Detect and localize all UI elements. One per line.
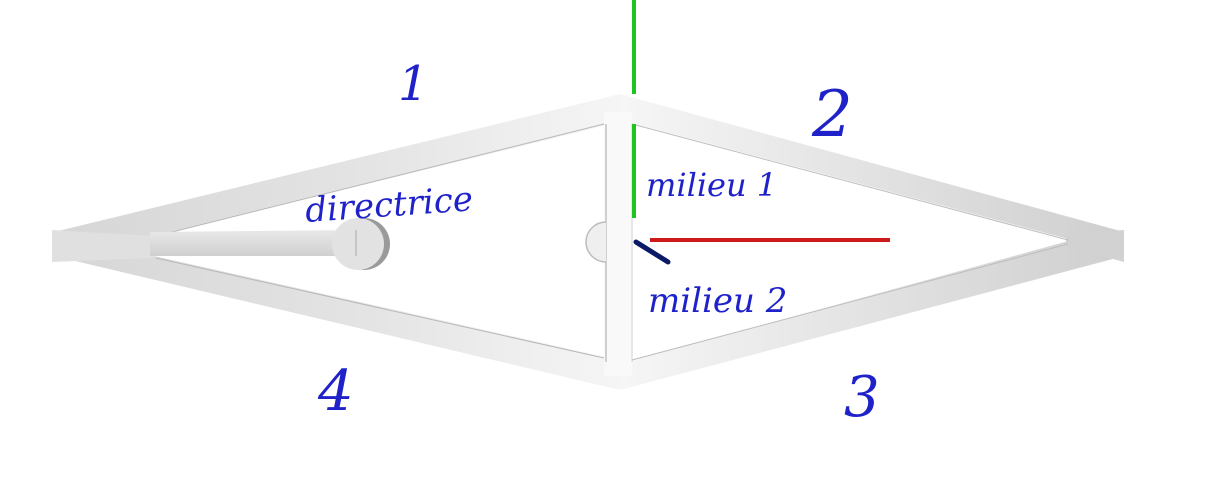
central-vertical-link	[604, 112, 632, 376]
linkage-bar-4	[54, 256, 628, 390]
inner-edge-3	[631, 243, 1069, 361]
inner-edge-2	[631, 123, 1069, 241]
label-milieu-1: milieu 1	[646, 166, 777, 204]
linkage-bar-1	[54, 94, 628, 236]
label-part-4: 4	[317, 359, 354, 424]
label-part-3: 3	[844, 365, 880, 430]
linkage-bar-3	[620, 240, 1124, 390]
directrice-pivot	[332, 218, 384, 270]
inner-edge-1	[155, 123, 605, 237]
label-part-2: 2	[811, 78, 853, 152]
inner-edge-4	[155, 257, 605, 359]
directrice-rod	[150, 230, 358, 256]
central-joint	[585, 221, 607, 263]
label-part-1: 1	[398, 56, 429, 112]
axis-blue	[633, 239, 671, 265]
right-pivot-end	[1066, 230, 1124, 262]
linkage-bar-2	[620, 94, 1124, 240]
label-milieu-2: milieu 2	[648, 281, 787, 321]
left-pivot-end	[52, 230, 154, 262]
